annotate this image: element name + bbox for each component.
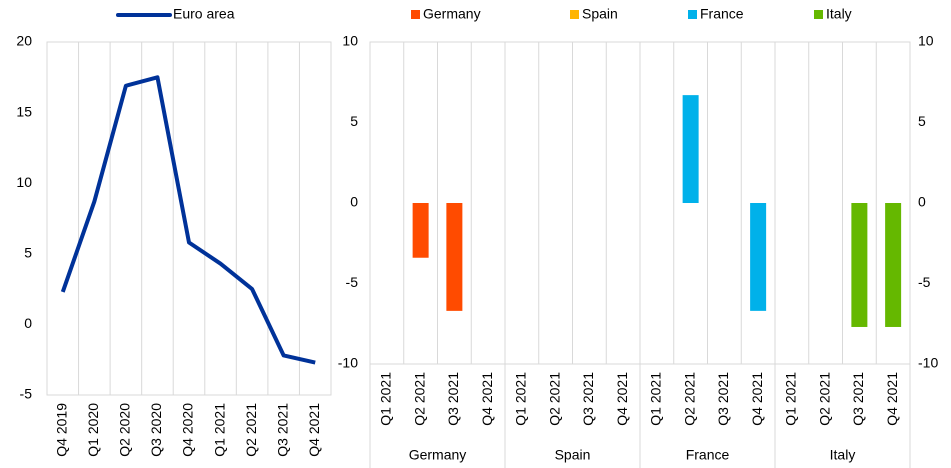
legend-swatch — [688, 10, 697, 19]
legend-swatch — [570, 10, 579, 19]
y-tick-label: 5 — [24, 245, 32, 261]
x-tick-label: Q4 2021 — [614, 372, 630, 426]
y2-tick-label: -10 — [918, 355, 938, 371]
plot-frame — [46, 41, 332, 396]
x-tick-label: Q1 2021 — [513, 372, 529, 426]
y-tick-label: 0 — [24, 315, 32, 331]
x-tick-label: Q1 2021 — [211, 403, 227, 457]
group-label: Spain — [555, 447, 591, 463]
group-label: Germany — [409, 447, 467, 463]
bar — [682, 95, 699, 203]
y-tick-label: -5 — [20, 386, 33, 402]
y-tick-label: 15 — [16, 103, 32, 119]
x-tick-label: Q1 2021 — [378, 372, 394, 426]
y2-tick-label: 10 — [918, 33, 934, 49]
x-tick-label: Q4 2021 — [479, 372, 495, 426]
bar — [446, 203, 463, 311]
x-tick-label: Q1 2021 — [648, 372, 664, 426]
legend-label: Germany — [423, 6, 481, 22]
line-series — [60, 75, 316, 365]
x-tick-label: Q3 2021 — [850, 372, 866, 426]
bar — [412, 203, 429, 258]
y-tick-label: 0 — [350, 194, 358, 210]
x-tick-label: Q4 2021 — [749, 372, 765, 426]
legend-label: Italy — [826, 6, 852, 22]
y2-tick-label: 5 — [918, 113, 926, 129]
bar — [885, 203, 902, 327]
x-tick-label: Q3 2021 — [445, 372, 461, 426]
x-tick-label: Q2 2021 — [243, 403, 259, 457]
y-tick-label: -10 — [338, 355, 358, 371]
group-label: France — [686, 447, 730, 463]
x-tick-label: Q2 2021 — [546, 372, 562, 426]
x-tick-label: Q1 2021 — [783, 372, 799, 426]
y-tick-label: -5 — [346, 274, 359, 290]
y2-tick-label: -5 — [918, 274, 931, 290]
group-label: Italy — [830, 447, 856, 463]
y2-tick-label: 0 — [918, 194, 926, 210]
bar — [851, 203, 868, 327]
legend-label: Spain — [582, 6, 618, 22]
x-tick-label: Q3 2021 — [274, 403, 290, 457]
bar — [750, 203, 767, 311]
x-tick-label: Q3 2020 — [148, 403, 164, 457]
x-tick-label: Q1 2020 — [85, 403, 101, 457]
legend-swatch — [411, 10, 420, 19]
x-tick-label: Q2 2020 — [117, 403, 133, 457]
x-tick-label: Q3 2021 — [580, 372, 596, 426]
y-tick-label: 10 — [342, 33, 358, 49]
y-tick-label: 10 — [16, 174, 32, 190]
legend-swatch — [814, 10, 823, 19]
legend-label: France — [700, 6, 744, 22]
x-tick-label: Q4 2021 — [306, 403, 322, 457]
legend-label: Euro area — [173, 6, 235, 22]
y-tick-label: 5 — [350, 113, 358, 129]
x-tick-label: Q2 2021 — [816, 372, 832, 426]
y-tick-label: 20 — [16, 33, 32, 49]
x-tick-label: Q4 2021 — [884, 372, 900, 426]
x-tick-label: Q4 2019 — [53, 403, 69, 457]
x-tick-label: Q3 2021 — [715, 372, 731, 426]
x-tick-label: Q2 2021 — [411, 372, 427, 426]
x-tick-label: Q2 2021 — [681, 372, 697, 426]
x-tick-label: Q4 2020 — [180, 403, 196, 457]
